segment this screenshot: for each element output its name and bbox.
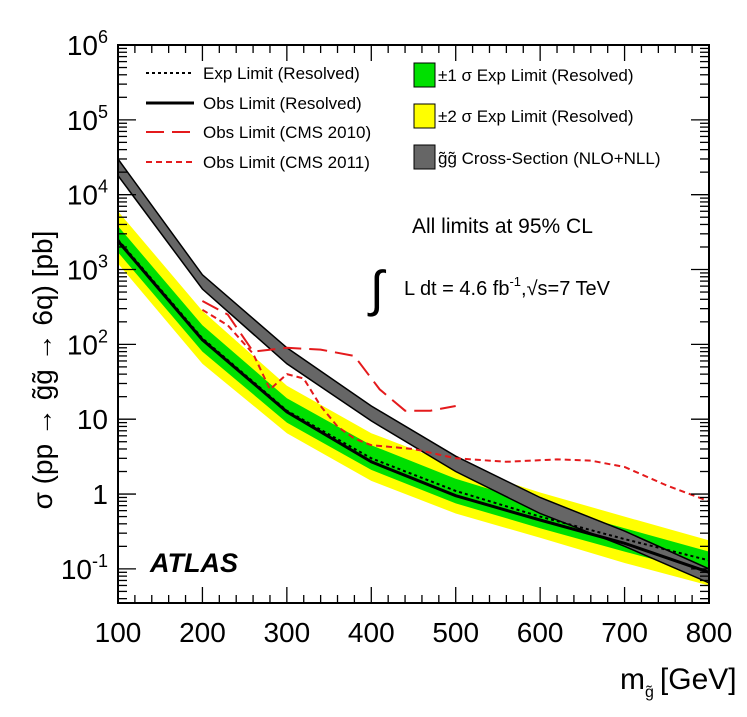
annotation-sqrts: √s=7 TeV [527,278,611,300]
series-exp-limit [117,239,710,562]
y-tick-label: 102 [67,326,108,360]
legend-label-exp: Exp Limit (Resolved) [203,64,360,83]
y-tick-label: 10 [77,404,108,435]
legend-swatch-xsec [413,144,436,170]
y-tick-label: 106 [67,27,108,61]
x-axis-label-unit: [GeV] [660,663,737,696]
x-tick-labels: 100 200 300 400 500 600 700 800 [95,617,733,648]
band-1sigma [118,226,709,575]
y-tick-label: 105 [67,102,108,136]
legend-label-obs: Obs Limit (Resolved) [203,94,362,113]
x-tick-label: 700 [601,617,648,648]
series-obs-limit [116,240,710,574]
annotation-lumi: L dt = 4.6 fb [404,278,509,300]
lines [116,239,710,574]
legend-swatch-2sigma [413,103,436,129]
legend-right: ±1 σ Exp Limit (Resolved) ±2 σ Exp Limit… [413,62,661,170]
x-axis-label-sub: g̃ [645,684,654,701]
x-tick-label: 500 [432,617,479,648]
x-tick-label: 600 [517,617,564,648]
svg-text:mg̃[GeV]: mg̃ [GeV] [620,663,737,701]
legend-left: Exp Limit (Resolved) Obs Limit (Resolved… [146,64,371,172]
legend-label-2sigma: ±2 σ Exp Limit (Resolved) [438,107,634,126]
legend-label-xsec: g̃g̃ Cross-Section (NLO+NLL) [438,149,661,168]
annotation-integral: ∫ [367,261,387,317]
ticks [117,44,710,603]
legend-label-1sigma: ±1 σ Exp Limit (Resolved) [438,66,634,85]
series-cms2011 [201,308,710,503]
annotation-cl: All limits at 95% CL [412,215,593,238]
annotation-lumi-line: L dt = 4.6 fb-1,√s=7 TeV [404,274,611,300]
x-tick-label: 200 [179,617,226,648]
x-axis-label: mg̃ [GeV] [620,663,737,701]
y-tick-label: 10-1 [61,551,108,585]
legend-label-cms2011: Obs Limit (CMS 2011) [203,153,370,172]
annotation-lumi-exp: -1 [509,274,521,289]
x-tick-label: 800 [686,617,733,648]
x-tick-label: 300 [263,617,310,648]
legend-swatch-1sigma [413,62,436,88]
y-tick-label: 104 [67,177,108,211]
annotation-sqrt-pre: , [521,278,527,300]
y-axis-label: σ (pp → g̃g̃ → 6q) [pb] [27,231,58,510]
x-tick-label: 400 [348,617,395,648]
x-axis-label-main: m [620,663,645,696]
y-tick-label: 103 [67,252,108,286]
x-tick-label: 100 [95,617,142,648]
y-tick-label: 1 [92,479,108,510]
atlas-label: ATLAS [149,548,238,578]
plot-frame [117,44,710,604]
series-cms2010 [201,300,456,412]
y-tick-labels: 10-1 1 10 102 103 104 105 106 [61,27,108,585]
legend-label-cms2010: Obs Limit (CMS 2010) [203,123,371,142]
